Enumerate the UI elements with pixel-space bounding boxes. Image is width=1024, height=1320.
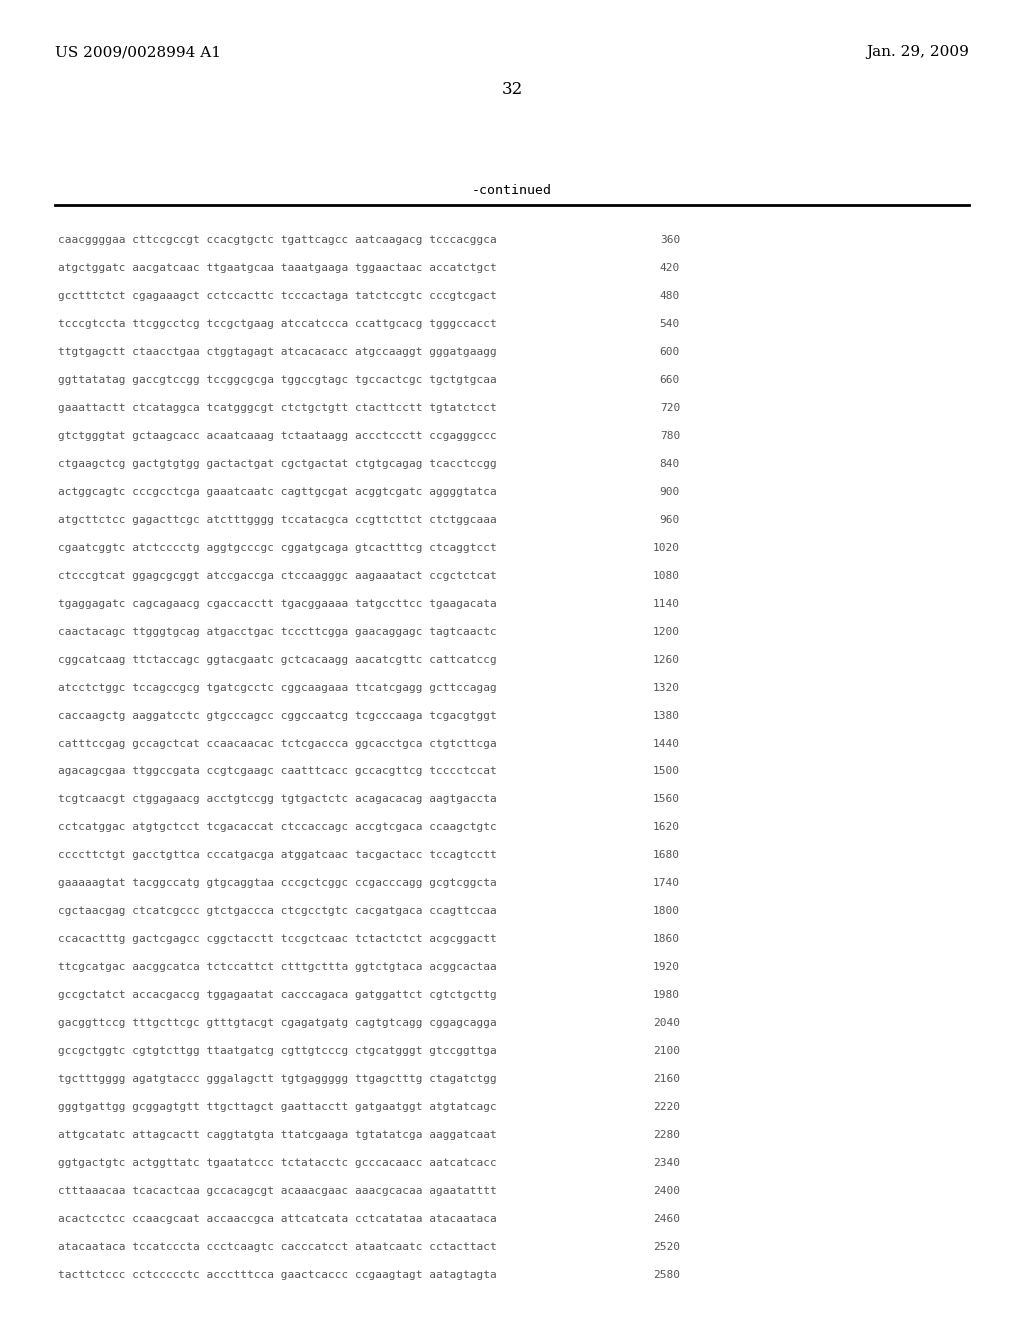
Text: 360: 360 bbox=[659, 235, 680, 246]
Text: ctttaaacaa tcacactcaa gccacagcgt acaaacgaac aaacgcacaa agaatatttt: ctttaaacaa tcacactcaa gccacagcgt acaaacg… bbox=[58, 1187, 497, 1196]
Text: 1380: 1380 bbox=[653, 710, 680, 721]
Text: 1440: 1440 bbox=[653, 738, 680, 748]
Text: -continued: -continued bbox=[472, 183, 552, 197]
Text: tgctttgggg agatgtaccc gggalagctt tgtgaggggg ttgagctttg ctagatctgg: tgctttgggg agatgtaccc gggalagctt tgtgagg… bbox=[58, 1074, 497, 1084]
Text: 2220: 2220 bbox=[653, 1102, 680, 1113]
Text: atgctggatc aacgatcaac ttgaatgcaa taaatgaaga tggaactaac accatctgct: atgctggatc aacgatcaac ttgaatgcaa taaatga… bbox=[58, 263, 497, 273]
Text: atacaataca tccatcccta ccctcaagtc cacccatcct ataatcaatc cctacttact: atacaataca tccatcccta ccctcaagtc cacccat… bbox=[58, 1242, 497, 1253]
Text: ggtgactgtc actggttatc tgaatatccc tctatacctc gcccacaacc aatcatcacc: ggtgactgtc actggttatc tgaatatccc tctatac… bbox=[58, 1158, 497, 1168]
Text: gtctgggtat gctaagcacc acaatcaaag tctaataagg accctccctt ccgagggccc: gtctgggtat gctaagcacc acaatcaaag tctaata… bbox=[58, 430, 497, 441]
Text: 1920: 1920 bbox=[653, 962, 680, 973]
Text: ccacactttg gactcgagcc cggctacctt tccgctcaac tctactctct acgcggactt: ccacactttg gactcgagcc cggctacctt tccgctc… bbox=[58, 935, 497, 944]
Text: atgcttctcc gagacttcgc atctttgggg tccatacgca ccgttcttct ctctggcaaa: atgcttctcc gagacttcgc atctttgggg tccatac… bbox=[58, 515, 497, 525]
Text: attgcatatc attagcactt caggtatgta ttatcgaaga tgtatatcga aaggatcaat: attgcatatc attagcactt caggtatgta ttatcga… bbox=[58, 1130, 497, 1140]
Text: 2340: 2340 bbox=[653, 1158, 680, 1168]
Text: 960: 960 bbox=[659, 515, 680, 525]
Text: 1020: 1020 bbox=[653, 543, 680, 553]
Text: US 2009/0028994 A1: US 2009/0028994 A1 bbox=[55, 45, 221, 59]
Text: 2520: 2520 bbox=[653, 1242, 680, 1253]
Text: 2580: 2580 bbox=[653, 1270, 680, 1280]
Text: 2460: 2460 bbox=[653, 1214, 680, 1224]
Text: atcctctggc tccagccgcg tgatcgcctc cggcaagaaa ttcatcgagg gcttccagag: atcctctggc tccagccgcg tgatcgcctc cggcaag… bbox=[58, 682, 497, 693]
Text: 1500: 1500 bbox=[653, 767, 680, 776]
Text: 1200: 1200 bbox=[653, 627, 680, 636]
Text: cggcatcaag ttctaccagc ggtacgaatc gctcacaagg aacatcgttc cattcatccg: cggcatcaag ttctaccagc ggtacgaatc gctcaca… bbox=[58, 655, 497, 664]
Text: cgaatcggtc atctcccctg aggtgcccgc cggatgcaga gtcactttcg ctcaggtcct: cgaatcggtc atctcccctg aggtgcccgc cggatgc… bbox=[58, 543, 497, 553]
Text: 1260: 1260 bbox=[653, 655, 680, 664]
Text: tgaggagatc cagcagaacg cgaccacctt tgacggaaaa tatgccttcc tgaagacata: tgaggagatc cagcagaacg cgaccacctt tgacgga… bbox=[58, 599, 497, 609]
Text: 480: 480 bbox=[659, 290, 680, 301]
Text: gccgctatct accacgaccg tggagaatat cacccagaca gatggattct cgtctgcttg: gccgctatct accacgaccg tggagaatat cacccag… bbox=[58, 990, 497, 1001]
Text: 1620: 1620 bbox=[653, 822, 680, 833]
Text: tacttctccc cctccccctc accctttcca gaactcaccc ccgaagtagt aatagtagta: tacttctccc cctccccctc accctttcca gaactca… bbox=[58, 1270, 497, 1280]
Text: 1980: 1980 bbox=[653, 990, 680, 1001]
Text: 540: 540 bbox=[659, 319, 680, 329]
Text: 1860: 1860 bbox=[653, 935, 680, 944]
Text: 2400: 2400 bbox=[653, 1187, 680, 1196]
Text: gcctttctct cgagaaagct cctccacttc tcccactaga tatctccgtc cccgtcgact: gcctttctct cgagaaagct cctccacttc tcccact… bbox=[58, 290, 497, 301]
Text: 420: 420 bbox=[659, 263, 680, 273]
Text: caccaagctg aaggatcctc gtgcccagcc cggccaatcg tcgcccaaga tcgacgtggt: caccaagctg aaggatcctc gtgcccagcc cggccaa… bbox=[58, 710, 497, 721]
Text: 780: 780 bbox=[659, 430, 680, 441]
Text: 720: 720 bbox=[659, 403, 680, 413]
Text: 840: 840 bbox=[659, 459, 680, 469]
Text: ctgaagctcg gactgtgtgg gactactgat cgctgactat ctgtgcagag tcacctccgg: ctgaagctcg gactgtgtgg gactactgat cgctgac… bbox=[58, 459, 497, 469]
Text: tcgtcaacgt ctggagaacg acctgtccgg tgtgactctc acagacacag aagtgaccta: tcgtcaacgt ctggagaacg acctgtccgg tgtgact… bbox=[58, 795, 497, 804]
Text: 1680: 1680 bbox=[653, 850, 680, 861]
Text: 1740: 1740 bbox=[653, 878, 680, 888]
Text: 1800: 1800 bbox=[653, 907, 680, 916]
Text: 32: 32 bbox=[502, 82, 522, 99]
Text: 2040: 2040 bbox=[653, 1018, 680, 1028]
Text: acactcctcc ccaacgcaat accaaccgca attcatcata cctcatataa atacaataca: acactcctcc ccaacgcaat accaaccgca attcatc… bbox=[58, 1214, 497, 1224]
Text: agacagcgaa ttggccgata ccgtcgaagc caatttcacc gccacgttcg tcccctccat: agacagcgaa ttggccgata ccgtcgaagc caatttc… bbox=[58, 767, 497, 776]
Text: gaaaaagtat tacggccatg gtgcaggtaa cccgctcggc ccgacccagg gcgtcggcta: gaaaaagtat tacggccatg gtgcaggtaa cccgctc… bbox=[58, 878, 497, 888]
Text: caacggggaa cttccgccgt ccacgtgctc tgattcagcc aatcaagacg tcccacggca: caacggggaa cttccgccgt ccacgtgctc tgattca… bbox=[58, 235, 497, 246]
Text: gccgctggtc cgtgtcttgg ttaatgatcg cgttgtcccg ctgcatgggt gtccggttga: gccgctggtc cgtgtcttgg ttaatgatcg cgttgtc… bbox=[58, 1047, 497, 1056]
Text: 600: 600 bbox=[659, 347, 680, 356]
Text: gggtgattgg gcggagtgtt ttgcttagct gaattacctt gatgaatggt atgtatcagc: gggtgattgg gcggagtgtt ttgcttagct gaattac… bbox=[58, 1102, 497, 1113]
Text: 660: 660 bbox=[659, 375, 680, 385]
Text: ctcccgtcat ggagcgcggt atccgaccga ctccaagggc aagaaatact ccgctctcat: ctcccgtcat ggagcgcggt atccgaccga ctccaag… bbox=[58, 570, 497, 581]
Text: 2100: 2100 bbox=[653, 1047, 680, 1056]
Text: gacggttccg tttgcttcgc gtttgtacgt cgagatgatg cagtgtcagg cggagcagga: gacggttccg tttgcttcgc gtttgtacgt cgagatg… bbox=[58, 1018, 497, 1028]
Text: ttgtgagctt ctaacctgaa ctggtagagt atcacacacc atgccaaggt gggatgaagg: ttgtgagctt ctaacctgaa ctggtagagt atcacac… bbox=[58, 347, 497, 356]
Text: 1080: 1080 bbox=[653, 570, 680, 581]
Text: gaaattactt ctcataggca tcatgggcgt ctctgctgtt ctacttcctt tgtatctcct: gaaattactt ctcataggca tcatgggcgt ctctgct… bbox=[58, 403, 497, 413]
Text: 1140: 1140 bbox=[653, 599, 680, 609]
Text: 1320: 1320 bbox=[653, 682, 680, 693]
Text: ccccttctgt gacctgttca cccatgacga atggatcaac tacgactacc tccagtcctt: ccccttctgt gacctgttca cccatgacga atggatc… bbox=[58, 850, 497, 861]
Text: ttcgcatgac aacggcatca tctccattct ctttgcttta ggtctgtaca acggcactaa: ttcgcatgac aacggcatca tctccattct ctttgct… bbox=[58, 962, 497, 973]
Text: cctcatggac atgtgctcct tcgacaccat ctccaccagc accgtcgaca ccaagctgtc: cctcatggac atgtgctcct tcgacaccat ctccacc… bbox=[58, 822, 497, 833]
Text: caactacagc ttgggtgcag atgacctgac tcccttcgga gaacaggagc tagtcaactc: caactacagc ttgggtgcag atgacctgac tcccttc… bbox=[58, 627, 497, 636]
Text: actggcagtc cccgcctcga gaaatcaatc cagttgcgat acggtcgatc aggggtatca: actggcagtc cccgcctcga gaaatcaatc cagttgc… bbox=[58, 487, 497, 496]
Text: 1560: 1560 bbox=[653, 795, 680, 804]
Text: 2280: 2280 bbox=[653, 1130, 680, 1140]
Text: 2160: 2160 bbox=[653, 1074, 680, 1084]
Text: tcccgtccta ttcggcctcg tccgctgaag atccatccca ccattgcacg tgggccacct: tcccgtccta ttcggcctcg tccgctgaag atccatc… bbox=[58, 319, 497, 329]
Text: 900: 900 bbox=[659, 487, 680, 496]
Text: cgctaacgag ctcatcgccc gtctgaccca ctcgcctgtc cacgatgaca ccagttccaa: cgctaacgag ctcatcgccc gtctgaccca ctcgcct… bbox=[58, 907, 497, 916]
Text: catttccgag gccagctcat ccaacaacac tctcgaccca ggcacctgca ctgtcttcga: catttccgag gccagctcat ccaacaacac tctcgac… bbox=[58, 738, 497, 748]
Text: Jan. 29, 2009: Jan. 29, 2009 bbox=[866, 45, 969, 59]
Text: ggttatatag gaccgtccgg tccggcgcga tggccgtagc tgccactcgc tgctgtgcaa: ggttatatag gaccgtccgg tccggcgcga tggccgt… bbox=[58, 375, 497, 385]
